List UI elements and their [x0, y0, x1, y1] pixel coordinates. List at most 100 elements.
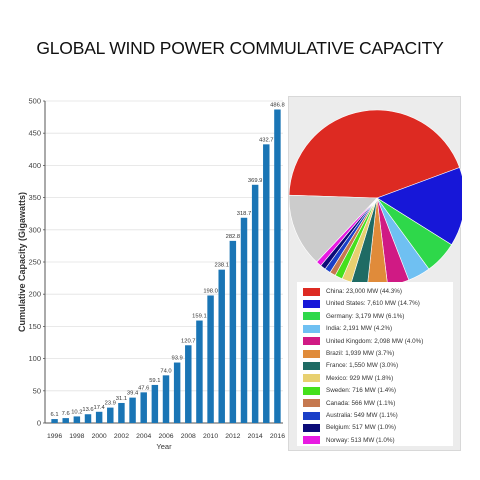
pie-slice — [367, 197, 388, 282]
bar-value-label: 159.1 — [192, 314, 207, 320]
y-tick-label: 250 — [28, 258, 41, 267]
bar-chart: 0 50 100 150 200 250 300 350 400 450 500 6.1 7.6 10.2… — [17, 97, 285, 452]
bar — [140, 392, 147, 423]
bar-value-label: 31.1 — [116, 396, 127, 402]
bar-value-label: 13.6 — [82, 407, 93, 413]
legend-swatch — [303, 423, 320, 432]
legend-label: United States: 7,610 MW (14.7%) — [326, 300, 420, 308]
bar — [251, 184, 259, 423]
bar — [84, 414, 92, 423]
legend-swatch — [303, 337, 320, 346]
x-tick-label: 2008 — [181, 433, 196, 440]
bar — [218, 269, 225, 423]
legend-label: Belgium: 517 MW (1.0%) — [326, 424, 396, 432]
x-tick-label: 2002 — [114, 433, 129, 440]
legend-item: Norway: 513 MW (1.0%) — [303, 435, 395, 446]
y-axis-label: Cumulative Capacity (Gigawatts) — [17, 192, 27, 332]
bar — [196, 320, 203, 423]
bar-value-label: 23.9 — [105, 401, 116, 407]
pie-slice — [289, 109, 460, 199]
legend-swatch — [303, 299, 320, 308]
legend-item: China: 23,000 MW (44.3%) — [303, 286, 402, 297]
legend-label: Norway: 513 MW (1.0%) — [326, 436, 395, 444]
bar-value-label: 282.8 — [226, 234, 241, 240]
y-tick-label: 0 — [37, 419, 41, 428]
legend-label: United Kingdom: 2,098 MW (4.0%) — [326, 337, 424, 345]
bar — [229, 240, 237, 423]
bar — [240, 217, 248, 423]
bar — [162, 375, 170, 423]
bar-value-label: 318.7 — [237, 211, 252, 217]
y-tick-label: 350 — [28, 193, 41, 202]
x-axis-label: Year — [156, 442, 172, 451]
bar — [274, 109, 281, 424]
bar-value-label: 17.4 — [93, 405, 105, 411]
bar-value-label: 432.7 — [259, 137, 274, 143]
legend-item: United Kingdom: 2,098 MW (4.0%) — [303, 336, 423, 347]
pie-slice — [376, 167, 462, 246]
legend-label: China: 23,000 MW (44.3%) — [326, 288, 402, 295]
legend-item: United States: 7,610 MW (14.7%) — [303, 298, 420, 309]
legend-swatch — [303, 411, 320, 420]
legend-label: India: 2,191 MW (4.2%) — [326, 325, 393, 333]
legend-item: Brazil: 1,939 MW (3.7%) — [303, 348, 394, 359]
legend-label: France: 1,550 MW (3.0%) — [326, 362, 399, 370]
legend-swatch — [303, 287, 320, 296]
y-tick-label: 400 — [28, 161, 41, 170]
bar-value-label: 10.2 — [71, 409, 82, 415]
legend-swatch — [303, 386, 320, 395]
x-tick-label: 2006 — [158, 433, 173, 440]
bar — [173, 362, 181, 423]
bar-value-label: 238.1 — [214, 263, 229, 269]
legend-label: Sweden: 716 MW (1.4%) — [326, 387, 396, 395]
legend-item: Canada: 566 MW (1.1%) — [303, 398, 395, 409]
bar-value-label: 7.6 — [62, 411, 70, 417]
bar-value-label: 93.9 — [171, 356, 182, 362]
y-tick-label: 50 — [33, 386, 41, 395]
x-tick-label: 1996 — [47, 433, 62, 440]
bar-value-label: 120.7 — [181, 338, 196, 344]
bar-value-label: 198.0 — [203, 288, 218, 294]
bar — [207, 295, 214, 423]
legend-item: Sweden: 716 MW (1.4%) — [303, 385, 396, 396]
legend-item: France: 1,550 MW (3.0%) — [303, 360, 398, 371]
bar-value-label: 369.9 — [248, 178, 263, 184]
pie-legend: China: 23,000 MW (44.3%) United States: 7… — [297, 282, 453, 446]
bar — [118, 402, 125, 423]
x-tick-label: 2016 — [270, 433, 285, 440]
bar-value-label: 39.4 — [127, 391, 139, 397]
x-tick-label: 2012 — [225, 433, 240, 440]
bar — [107, 407, 114, 423]
y-tick-label: 500 — [28, 97, 41, 106]
x-tick-label: 2000 — [92, 433, 107, 440]
legend-item: Mexico: 929 MW (1.8%) — [303, 373, 393, 384]
bar — [95, 411, 103, 423]
legend-label: Canada: 566 MW (1.1%) — [326, 399, 396, 407]
bar — [129, 397, 136, 423]
y-tick-label: 100 — [28, 354, 41, 363]
x-tick-label: 2010 — [203, 433, 218, 440]
bar — [263, 144, 270, 424]
bar — [51, 419, 58, 423]
legend-label: Brazil: 1,939 MW (3.7%) — [326, 350, 395, 357]
bar-value-label: 47.6 — [138, 385, 149, 391]
page-title: GLOBAL WIND POWER COMMULATIVE CAPACITY — [36, 38, 444, 58]
legend-label: Germany: 3,179 MW (6.1%) — [326, 312, 405, 320]
bar — [151, 384, 159, 423]
legend-swatch — [303, 349, 320, 358]
x-tick-label: 2014 — [248, 433, 263, 440]
pie-slice — [289, 194, 378, 263]
legend-swatch — [303, 361, 320, 370]
bar-value-label: 486.8 — [270, 103, 285, 109]
x-tick-label: 1998 — [69, 433, 84, 440]
legend-label: Australia: 549 MW (1.1%) — [326, 412, 398, 419]
bar-value-label: 74.0 — [160, 368, 171, 374]
legend-swatch — [303, 374, 320, 383]
legend-swatch — [303, 312, 320, 321]
bar-value-label: 6.1 — [51, 412, 59, 418]
legend-label: Mexico: 929 MW (1.8%) — [326, 374, 394, 382]
bar — [185, 345, 192, 423]
y-tick-label: 200 — [28, 290, 41, 299]
legend-item: Belgium: 517 MW (1.0%) — [303, 422, 396, 433]
y-tick-label: 300 — [28, 225, 41, 234]
